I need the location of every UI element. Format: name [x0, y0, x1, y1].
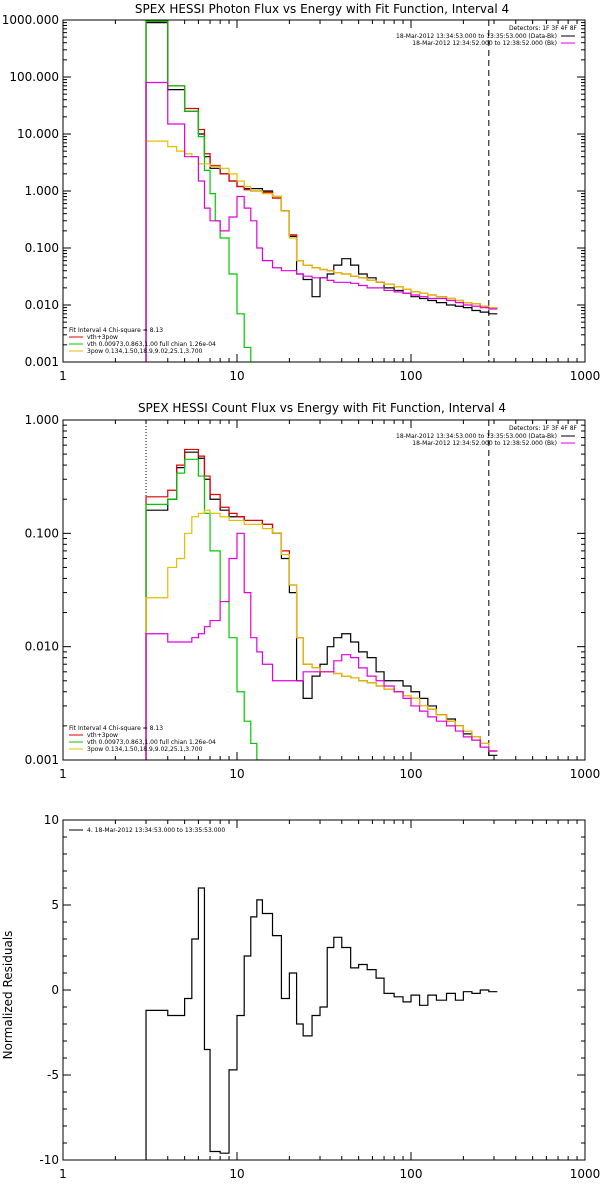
x-tick-label: 1	[59, 767, 67, 781]
panel-title: SPEX HESSI Count Flux vs Energy with Fit…	[138, 401, 506, 415]
x-tick-label: 10	[229, 767, 244, 781]
series-group	[145, 20, 498, 362]
y-tick-label: 0.010	[25, 640, 59, 654]
x-tick-label: 1000	[570, 369, 600, 383]
legend-entry: 3pow 0.134,1.50,18.9,9.02,25.1,3.700	[87, 348, 203, 355]
x-tick-label: 100	[400, 1167, 423, 1181]
legend-header: Fit Interval 4 Chi-square = 8.13	[69, 327, 163, 334]
x-tick-label: 10	[229, 369, 244, 383]
y-tick-label: 1.000	[25, 184, 59, 198]
series-line	[145, 451, 498, 760]
legend-entry: 18-Mar-2012 12:34:52.000 to 12:38:52.000…	[412, 440, 557, 447]
panel-photon-flux: SPEX HESSI Photon Flux vs Energy with Fi…	[2, 2, 600, 383]
y-tick-label: 0.100	[25, 241, 59, 255]
x-tick-label: 100	[400, 369, 423, 383]
y-tick-label: 0.001	[25, 753, 59, 767]
legend-entry: vth 0.00973,0.863,1.00 full chian 1.26e-…	[87, 341, 216, 348]
series-line	[145, 509, 498, 760]
series-line	[145, 81, 498, 362]
y-tick-label: 10	[44, 813, 59, 827]
series-line	[145, 458, 264, 760]
y-tick-label: 0.001	[25, 355, 59, 369]
series-group	[145, 887, 498, 1160]
legend-entry: 18-Mar-2012 13:34:53.000 to 13:35:53.000…	[396, 433, 557, 440]
legend-entry: 18-Mar-2012 12:34:52.000 to 12:38:52.000…	[412, 40, 557, 47]
panel-count-flux: SPEX HESSI Count Flux vs Energy with Fit…	[25, 401, 600, 781]
series-group	[145, 448, 498, 760]
panel-title: SPEX HESSI Photon Flux vs Energy with Fi…	[135, 2, 509, 16]
x-tick-label: 1000	[570, 1167, 600, 1181]
x-tick-label: 1	[59, 1167, 67, 1181]
plot-frame	[62, 819, 586, 1161]
y-tick-label: 1000.000	[2, 13, 59, 27]
legend-entry: vth 0.00973,0.863,1.00 full chian 1.26e-…	[87, 739, 216, 746]
series-line	[145, 532, 498, 760]
x-tick-label: 100	[400, 767, 423, 781]
legend-entry: vth+3pow	[87, 334, 118, 341]
legend-entry: 4. 18-Mar-2012 13:34:53.000 to 13:35:53.…	[87, 827, 225, 834]
series-line	[145, 20, 252, 362]
y-tick-label: 1.000	[25, 413, 59, 427]
y-tick-label: -10	[39, 1153, 59, 1167]
y-tick-label: 10.000	[17, 127, 59, 141]
series-line	[145, 20, 498, 362]
y-axis-label: Normalized Residuals	[1, 931, 15, 1060]
series-line	[145, 22, 498, 362]
plot-frame	[62, 419, 586, 761]
legend-entry: 18-Mar-2012 13:34:53.000 to 13:35:53.000…	[396, 33, 557, 40]
panel-residuals: Normalized Residuals 1 10 100 1000 -10 -5 0 5 10…	[1, 813, 600, 1181]
y-tick-label: -5	[47, 1068, 59, 1082]
legend-entry: 3pow 0.134,1.50,18.9,9.02,25.1,3.700	[87, 746, 203, 753]
legend-header: Fit Interval 4 Chi-square = 8.13	[69, 725, 163, 732]
x-tick-label: 1000	[570, 767, 600, 781]
series-line	[145, 448, 498, 760]
legend-header: Detectors: 1F 3F 4F 8F	[509, 25, 578, 32]
y-tick-label: 100.000	[9, 70, 59, 84]
legend-entry: vth+3pow	[87, 732, 118, 739]
plot-frame	[62, 19, 586, 363]
y-tick-label: 5	[51, 898, 59, 912]
series-line	[145, 140, 498, 362]
series-line	[145, 887, 498, 1160]
x-tick-label: 10	[229, 1167, 244, 1181]
y-tick-label: 0.010	[25, 298, 59, 312]
legend-header: Detectors: 1F 3F 4F 8F	[509, 425, 578, 432]
y-tick-label: 0	[51, 983, 59, 997]
y-tick-label: 0.100	[25, 526, 59, 540]
x-tick-label: 1	[59, 369, 67, 383]
